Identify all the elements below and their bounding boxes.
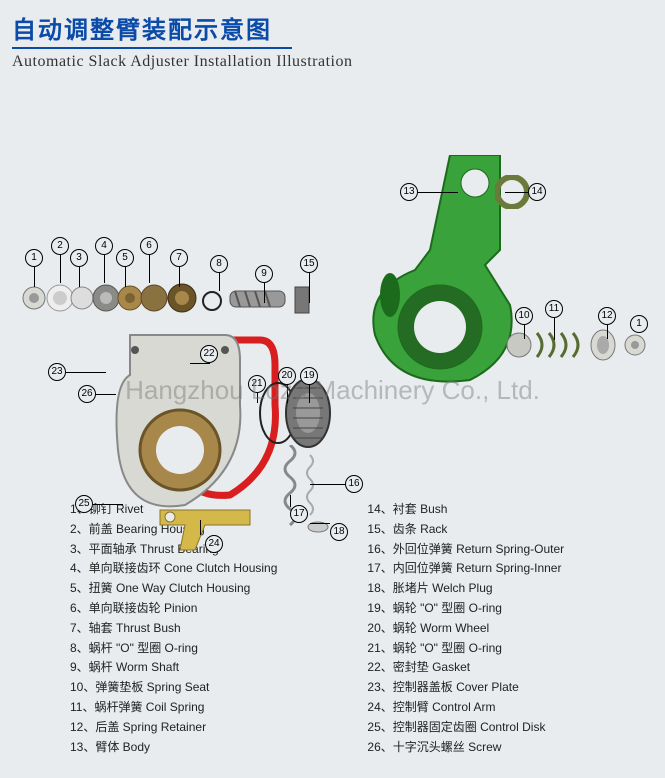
- callout-22: 22: [200, 345, 218, 363]
- leader-line: [149, 255, 150, 283]
- callout-5: 5: [116, 249, 134, 267]
- callout-20: 20: [278, 367, 296, 385]
- callout-13: 13: [400, 183, 418, 201]
- callout-6: 6: [140, 237, 158, 255]
- worm-row: [20, 273, 330, 333]
- leader-line: [104, 255, 105, 283]
- leader-line: [96, 394, 116, 395]
- title-chinese: 自动调整臂装配示意图: [12, 10, 653, 45]
- leader-line: [310, 523, 330, 524]
- worm-wheel-stack: [258, 373, 348, 453]
- legend-item-7: 7、轴套 Thrust Bush: [70, 619, 277, 639]
- callout-25: 25: [75, 495, 93, 513]
- callout-11: 11: [545, 300, 563, 318]
- callout-19: 19: [300, 367, 318, 385]
- leader-line: [257, 393, 258, 403]
- parts-legend: 1、铆钉 Rivet2、前盖 Bearing Housing3、平面轴承 Thr…: [70, 500, 564, 757]
- leader-line: [219, 273, 220, 291]
- callout-16: 16: [345, 475, 363, 493]
- legend-item-5: 5、扭簧 One Way Clutch Housing: [70, 579, 277, 599]
- leader-line: [125, 267, 126, 287]
- leader-line: [505, 192, 529, 193]
- leader-line: [264, 283, 265, 303]
- return-springs: [270, 445, 340, 535]
- legend-item-16: 16、外回位弹簧 Return Spring-Outer: [367, 540, 564, 560]
- legend-item-17: 17、内回位弹簧 Return Spring-Inner: [367, 559, 564, 579]
- callout-10: 10: [515, 307, 533, 325]
- leader-line: [60, 255, 61, 283]
- legend-item-14: 14、衬套 Bush: [367, 500, 564, 520]
- legend-right-col: 14、衬套 Bush15、齿条 Rack16、外回位弹簧 Return Spri…: [367, 500, 564, 757]
- legend-item-8: 8、蜗杆 "O" 型圈 O-ring: [70, 639, 277, 659]
- leader-line: [309, 385, 310, 403]
- legend-item-11: 11、蜗杆弹簧 Coil Spring: [70, 698, 277, 718]
- leader-line: [179, 267, 180, 287]
- callout-24: 24: [205, 535, 223, 553]
- legend-item-4: 4、单向联接齿环 Cone Clutch Housing: [70, 559, 277, 579]
- callout-14: 14: [528, 183, 546, 201]
- title-english: Automatic Slack Adjuster Installation Il…: [12, 53, 653, 71]
- callout-23: 23: [48, 363, 66, 381]
- leader-line: [200, 520, 201, 535]
- callout-18: 18: [330, 523, 348, 541]
- callout-12: 12: [598, 307, 616, 325]
- callout-4: 4: [95, 237, 113, 255]
- callout-1: 1: [25, 249, 43, 267]
- legend-item-20: 20、蜗轮 Worm Wheel: [367, 619, 564, 639]
- callout-7: 7: [170, 249, 188, 267]
- leader-line: [554, 318, 555, 340]
- legend-item-22: 22、密封垫 Gasket: [367, 658, 564, 678]
- callout-1: 1: [630, 315, 648, 333]
- callout-15: 15: [300, 255, 318, 273]
- leader-line: [190, 363, 210, 364]
- leader-line: [310, 484, 346, 485]
- callout-26: 26: [78, 385, 96, 403]
- legend-item-10: 10、弹簧垫板 Spring Seat: [70, 678, 277, 698]
- leader-line: [79, 267, 80, 287]
- callout-8: 8: [210, 255, 228, 273]
- leader-line: [34, 267, 35, 287]
- title-underline: [12, 47, 292, 49]
- legend-item-9: 9、蜗杆 Worm Shaft: [70, 658, 277, 678]
- legend-item-6: 6、单向联接齿轮 Pinion: [70, 599, 277, 619]
- leader-line: [309, 273, 310, 303]
- leader-line: [93, 504, 123, 505]
- callout-9: 9: [255, 265, 273, 283]
- callout-17: 17: [290, 505, 308, 523]
- leader-line: [607, 325, 608, 339]
- leader-line: [524, 325, 525, 339]
- callout-21: 21: [248, 375, 266, 393]
- legend-item-18: 18、胀堵片 Welch Plug: [367, 579, 564, 599]
- legend-item-24: 24、控制臂 Control Arm: [367, 698, 564, 718]
- header: 自动调整臂装配示意图 Automatic Slack Adjuster Inst…: [0, 0, 665, 75]
- legend-item-15: 15、齿条 Rack: [367, 520, 564, 540]
- legend-item-13: 13、臂体 Body: [70, 738, 277, 758]
- leader-line: [66, 372, 106, 373]
- legend-item-19: 19、蜗轮 "O" 型圈 O-ring: [367, 599, 564, 619]
- leader-line: [287, 385, 288, 403]
- legend-item-25: 25、控制器固定齿圈 Control Disk: [367, 718, 564, 738]
- exploded-diagram: 1234567891513141011121232226212019161718…: [0, 75, 665, 495]
- legend-item-21: 21、蜗轮 "O" 型圈 O-ring: [367, 639, 564, 659]
- callout-2: 2: [51, 237, 69, 255]
- part-cover-plate: [110, 330, 250, 520]
- legend-item-12: 12、后盖 Spring Retainer: [70, 718, 277, 738]
- leader-line: [418, 192, 458, 193]
- leader-line: [290, 495, 291, 507]
- legend-item-26: 26、十字沉头螺丝 Screw: [367, 738, 564, 758]
- callout-3: 3: [70, 249, 88, 267]
- legend-item-23: 23、控制器盖板 Cover Plate: [367, 678, 564, 698]
